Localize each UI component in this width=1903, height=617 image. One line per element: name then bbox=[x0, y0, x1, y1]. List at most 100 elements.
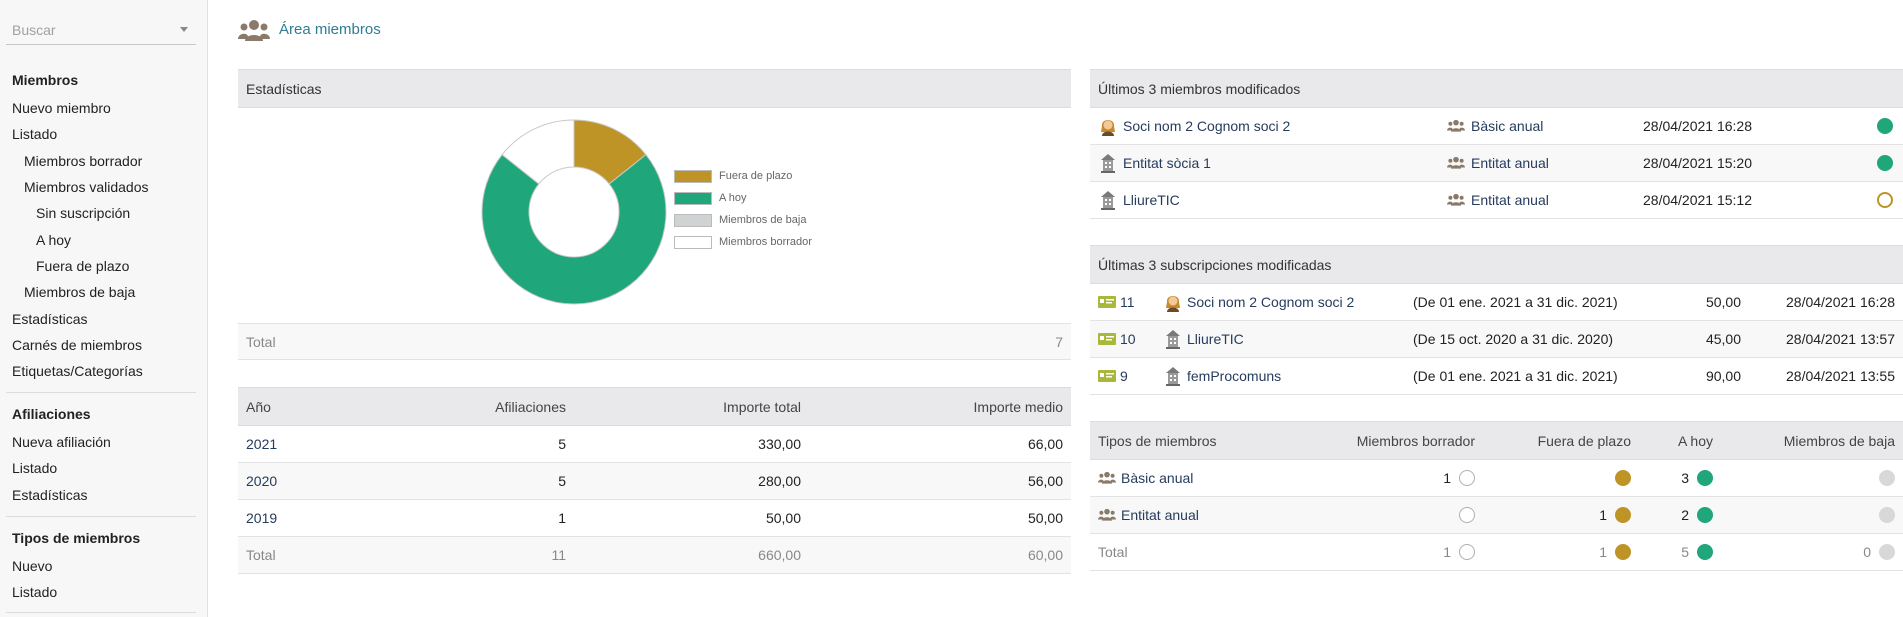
count-fuera: 1 bbox=[1599, 507, 1607, 523]
col-header-importe-medio: Importe medio bbox=[973, 399, 1063, 415]
table-row: LliureTIC Entitat anual 28/04/2021 15:12 bbox=[1090, 182, 1903, 219]
subscription-amount: 45,00 bbox=[1705, 331, 1741, 347]
table-row: 9 femProcomuns (De 01 ene. 2021 a 31 dic. … bbox=[1090, 358, 1903, 395]
member-name-link[interactable]: LliureTIC bbox=[1187, 331, 1244, 347]
member-name-link[interactable]: LliureTIC bbox=[1123, 192, 1180, 208]
status-dot-icon bbox=[1615, 544, 1631, 560]
status-dot-icon bbox=[1697, 507, 1713, 523]
legend-swatch-baja bbox=[674, 214, 712, 227]
subscription-ref-link[interactable]: 11 bbox=[1120, 294, 1135, 310]
sidebar-item-carnes[interactable]: Carnés de miembros bbox=[12, 337, 142, 353]
subscription-ref-link[interactable]: 10 bbox=[1120, 331, 1136, 347]
last-members-heading: Últimos 3 miembros modificados bbox=[1098, 81, 1301, 97]
sidebar-head-tipos[interactable]: Tipos de miembros bbox=[12, 530, 141, 546]
status-dot-icon bbox=[1879, 507, 1895, 523]
member-type-link[interactable]: Entitat anual bbox=[1471, 155, 1549, 171]
building-icon bbox=[1101, 154, 1115, 173]
col-header-importe-total: Importe total bbox=[723, 399, 801, 415]
member-name-link[interactable]: Soci nom 2 Cognom soci 2 bbox=[1187, 294, 1355, 310]
cell-importe-medio: 50,00 bbox=[1027, 510, 1063, 526]
users-icon bbox=[1447, 156, 1465, 169]
year-link[interactable]: 2019 bbox=[246, 510, 278, 526]
cell-afiliaciones: 5 bbox=[558, 436, 566, 452]
col-header-ano: Año bbox=[246, 399, 271, 415]
modified-date: 28/04/2021 15:20 bbox=[1643, 155, 1752, 171]
member-name-link[interactable]: femProcomuns bbox=[1187, 368, 1282, 384]
page-title[interactable]: Área miembros bbox=[279, 21, 381, 38]
users-icon bbox=[1447, 119, 1465, 132]
sidebar-item-tipos-listado[interactable]: Listado bbox=[12, 584, 58, 600]
col-header-baja: Miembros de baja bbox=[1783, 433, 1895, 449]
year-link[interactable]: 2021 bbox=[246, 436, 278, 452]
cell-importe-total: 330,00 bbox=[758, 436, 801, 452]
sidebar-item-afiliaciones-listado[interactable]: Listado bbox=[12, 460, 58, 476]
member-name-link[interactable]: Entitat sòcia 1 bbox=[1123, 155, 1211, 171]
status-dot-icon bbox=[1877, 192, 1893, 208]
count-borrador: 1 bbox=[1443, 544, 1451, 560]
sidebar-divider bbox=[6, 516, 196, 517]
sidebar-item-a-hoy[interactable]: A hoy bbox=[36, 232, 72, 248]
modified-date: 28/04/2021 15:12 bbox=[1643, 192, 1752, 208]
stats-total-value: 7 bbox=[1055, 334, 1063, 350]
members-donut-chart bbox=[481, 119, 667, 305]
cell-importe-total: 50,00 bbox=[765, 510, 801, 526]
member-types-header: Tipos de miembros Miembros borrador Fuer… bbox=[1090, 421, 1903, 460]
table-row: 2019 1 50,00 50,00 bbox=[238, 500, 1071, 537]
donut-slice-miembros-borrador bbox=[501, 119, 575, 185]
member-types-total-row: Total 1 1 5 0 bbox=[1090, 534, 1903, 571]
sidebar-item-miembros-de-baja[interactable]: Miembros de baja bbox=[24, 284, 136, 300]
year-link[interactable]: 2020 bbox=[246, 473, 278, 489]
yearly-total-row: Total 11 660,00 60,00 bbox=[238, 537, 1071, 574]
member-type-link[interactable]: Bàsic anual bbox=[1121, 470, 1194, 486]
member-type-link[interactable]: Bàsic anual bbox=[1471, 118, 1544, 134]
stats-total-row: Total 7 bbox=[238, 323, 1071, 360]
sidebar-item-fuera-de-plazo[interactable]: Fuera de plazo bbox=[36, 258, 130, 274]
cell-importe-total: 280,00 bbox=[758, 473, 801, 489]
chevron-down-icon[interactable] bbox=[180, 27, 188, 32]
users-icon bbox=[1098, 471, 1116, 484]
count-hoy: 2 bbox=[1681, 507, 1689, 523]
woman-avatar-icon bbox=[1101, 120, 1115, 136]
count-fuera: 1 bbox=[1599, 544, 1607, 560]
count-baja: 0 bbox=[1863, 544, 1871, 560]
sidebar-head-afiliaciones[interactable]: Afiliaciones bbox=[12, 406, 91, 422]
table-row: Entitat anual 1 2 bbox=[1090, 497, 1903, 534]
member-name-link[interactable]: Soci nom 2 Cognom soci 2 bbox=[1123, 118, 1291, 134]
member-type-link[interactable]: Entitat anual bbox=[1471, 192, 1549, 208]
count-borrador: 1 bbox=[1443, 470, 1451, 486]
sidebar-item-estadisticas[interactable]: Estadísticas bbox=[12, 311, 88, 327]
stats-header: Estadísticas bbox=[238, 69, 1071, 108]
status-dot-icon bbox=[1877, 118, 1893, 134]
search-input[interactable]: Buscar bbox=[6, 18, 196, 45]
sidebar-divider bbox=[6, 612, 196, 613]
sidebar-item-afiliaciones-estadisticas[interactable]: Estadísticas bbox=[12, 487, 88, 503]
building-icon bbox=[1166, 330, 1180, 349]
status-dot-icon bbox=[1877, 155, 1893, 171]
subscription-period: (De 15 oct. 2020 a 31 dic. 2020) bbox=[1413, 331, 1614, 347]
last-members-header: Últimos 3 miembros modificados bbox=[1090, 69, 1903, 108]
member-type-link[interactable]: Entitat anual bbox=[1121, 507, 1199, 523]
sidebar-item-sin-suscripcion[interactable]: Sin suscripción bbox=[36, 205, 131, 221]
last-subs-header: Últimas 3 subscripciones modificadas bbox=[1090, 245, 1903, 284]
sidebar-item-tipos-nuevo[interactable]: Nuevo bbox=[12, 558, 53, 574]
chart-legend: Fuera de plazo A hoy Miembros de baja Mi… bbox=[674, 168, 844, 258]
subscription-ref-link[interactable]: 9 bbox=[1120, 368, 1128, 384]
col-header-fuera: Fuera de plazo bbox=[1537, 433, 1631, 449]
col-header-afiliaciones: Afiliaciones bbox=[495, 399, 566, 415]
sidebar-item-miembros-borrador[interactable]: Miembros borrador bbox=[24, 153, 143, 169]
donut-slice-a-hoy bbox=[481, 153, 667, 305]
status-dot-icon bbox=[1459, 470, 1475, 486]
users-icon bbox=[1098, 508, 1116, 521]
sidebar-item-etiquetas[interactable]: Etiquetas/Categorías bbox=[12, 363, 143, 379]
sidebar-head-miembros[interactable]: Miembros bbox=[12, 72, 79, 88]
table-row: Bàsic anual 1 3 bbox=[1090, 460, 1903, 497]
sidebar-item-nuevo-miembro[interactable]: Nuevo miembro bbox=[12, 100, 111, 116]
total-importe-total: 660,00 bbox=[758, 547, 801, 563]
sidebar-item-miembros-validados[interactable]: Miembros validados bbox=[24, 179, 149, 195]
sidebar-item-listado[interactable]: Listado bbox=[12, 126, 58, 142]
stats-total-label: Total bbox=[246, 334, 276, 350]
yearly-header: Año Afiliaciones Importe total Importe m… bbox=[238, 387, 1071, 426]
building-icon bbox=[1166, 367, 1180, 386]
sidebar-item-nueva-afiliacion[interactable]: Nueva afiliación bbox=[12, 434, 111, 450]
legend-label-baja: Miembros de baja bbox=[719, 214, 807, 226]
